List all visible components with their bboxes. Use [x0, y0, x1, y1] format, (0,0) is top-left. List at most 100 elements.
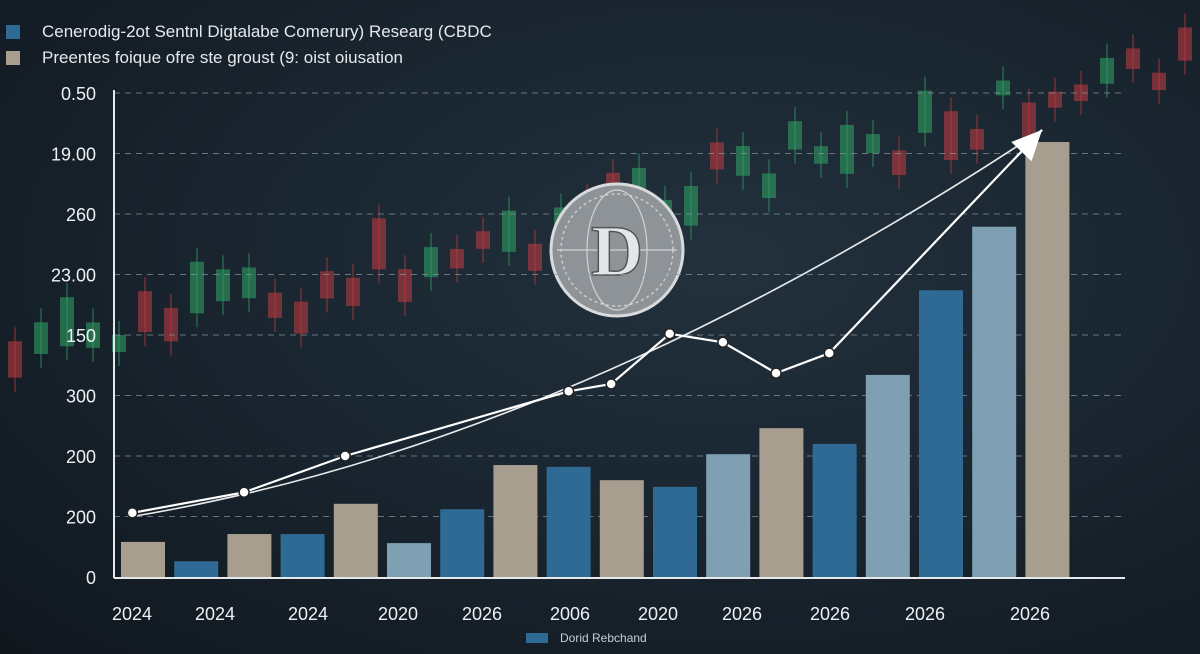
trend-line-secondary: [132, 129, 1043, 518]
bar: [919, 290, 963, 577]
candle-body: [294, 301, 308, 334]
bar: [972, 226, 1017, 577]
x-tick-label: 2020: [638, 604, 678, 624]
trend-point: [663, 328, 676, 340]
trend-line-path: [132, 129, 1043, 514]
trend-point: [339, 450, 351, 462]
candle-body: [814, 146, 828, 164]
bar: [653, 486, 697, 577]
bar: [280, 534, 325, 577]
candle-body: [1048, 91, 1062, 108]
x-tick-label: 2026: [1010, 604, 1050, 624]
bar: [227, 534, 272, 577]
legend-item-groups: Preentes foique ofre ste groust (9: oist…: [6, 48, 403, 68]
bar: [174, 561, 219, 577]
legend-swatch: [526, 633, 548, 643]
svg-text:D: D: [591, 211, 643, 291]
bar: [1025, 142, 1070, 577]
candle-body: [450, 248, 464, 269]
candle-body: [346, 277, 360, 306]
candle-body: [1074, 84, 1088, 102]
bar: [440, 509, 485, 577]
candle-body: [840, 124, 854, 174]
candle-body: [216, 269, 230, 302]
cbdc-coin-icon: D: [549, 182, 685, 318]
trend-point: [238, 486, 250, 499]
x-tick-label: 2026: [462, 604, 502, 624]
bar: [759, 428, 804, 577]
bar: [333, 503, 378, 577]
candle-body: [736, 146, 750, 176]
legend-swatch: [6, 25, 20, 39]
candle-body: [34, 322, 48, 355]
candle-body: [918, 90, 932, 133]
bars: [121, 142, 1070, 577]
x-tick-label: 2020: [378, 604, 418, 624]
candle-body: [242, 267, 256, 299]
trend-point: [126, 507, 139, 519]
y-axis-ticks: 0 200 200 300 150 23.00 260 19.00 0.50: [51, 84, 96, 588]
x-tick-label: 2026: [810, 604, 850, 624]
y-tick-label: 23.00: [51, 266, 96, 286]
candle-body: [320, 271, 334, 299]
legend-label: Preentes foique ofre ste groust (9: oist…: [42, 48, 403, 67]
x-tick-label: 2024: [195, 604, 235, 624]
candle-body: [372, 218, 386, 270]
candle-body: [8, 341, 22, 378]
candle-body: [528, 243, 542, 271]
bar: [812, 443, 857, 577]
y-tick-label: 19.00: [51, 145, 96, 165]
candle-body: [762, 173, 776, 199]
y-tick-label: 0: [86, 568, 96, 588]
y-tick-label: 200: [66, 508, 96, 528]
bar: [599, 480, 644, 577]
x-tick-label: 2024: [288, 604, 328, 624]
legend-item-cbdc: Cenerodig-2ot Sentnl Digtalabe Comerury)…: [6, 22, 492, 42]
candle-body: [476, 231, 490, 249]
candle-body: [1152, 72, 1166, 91]
x-tick-label: 2026: [905, 604, 945, 624]
candle-body: [112, 334, 126, 352]
candle-body: [684, 186, 698, 226]
trend-point: [717, 336, 729, 349]
gridlines: [114, 92, 1125, 517]
candle-body: [190, 261, 204, 314]
x-axis-ticks: 2024 2024 2024 2020 2026 2006 2020 2026 2026 2026…: [112, 604, 1050, 624]
y-tick-label: 0.50: [61, 84, 96, 104]
legend-swatch: [6, 51, 20, 65]
trend-point: [770, 367, 782, 379]
candle-body: [398, 269, 412, 302]
candle-body: [970, 128, 984, 150]
trend-point: [562, 385, 575, 398]
legend-label: Cenerodig-2ot Sentnl Digtalabe Comerury)…: [42, 22, 492, 41]
arrow-head-icon: [1011, 129, 1043, 162]
candle-body: [502, 210, 516, 252]
trend-point: [605, 378, 617, 390]
candle-body: [1126, 48, 1140, 69]
bar: [546, 466, 591, 577]
x-tick-label: 2006: [550, 604, 590, 624]
y-tick-label: 300: [66, 387, 96, 407]
candle-body: [268, 292, 282, 318]
legend-label: Dorid Rebchand: [560, 631, 647, 645]
candle-body: [788, 121, 802, 150]
candle-body: [944, 111, 958, 161]
candle-body: [996, 80, 1010, 96]
bar: [706, 454, 751, 577]
candle-body: [164, 307, 178, 342]
candle-body: [1100, 57, 1114, 84]
candle-body: [1178, 27, 1192, 61]
legend-bottom: Dorid Rebchand: [526, 631, 647, 645]
trend-line: [126, 129, 1043, 519]
candle-body: [710, 142, 724, 170]
x-tick-label: 2024: [112, 604, 152, 624]
candle-body: [86, 322, 100, 348]
y-tick-label: 260: [66, 205, 96, 225]
candle-body: [138, 291, 152, 333]
y-tick-label: 200: [66, 447, 96, 467]
y-tick-label: 150: [66, 326, 96, 346]
candle-body: [60, 297, 74, 347]
x-tick-label: 2026: [722, 604, 762, 624]
